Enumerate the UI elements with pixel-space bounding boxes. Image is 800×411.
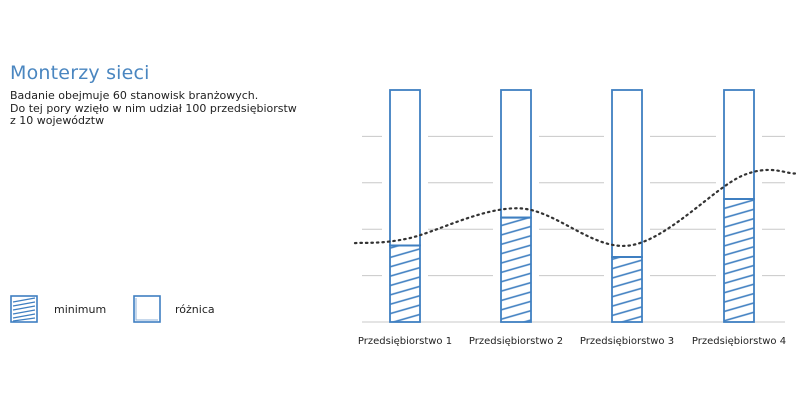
x-tick-label: Przedsiębiorstwo 3 xyxy=(580,336,674,347)
x-tick-label: Przedsiębiorstwo 4 xyxy=(692,336,786,347)
chart-title: Monterzy sieci xyxy=(10,62,150,84)
bar-roznica xyxy=(611,89,643,258)
bar-minimum xyxy=(723,198,755,323)
bar-minimum xyxy=(611,256,643,323)
legend-swatch-roznica xyxy=(133,295,161,323)
bar-roznica xyxy=(500,89,532,219)
bar-minimum xyxy=(500,216,532,323)
bar-roznica xyxy=(389,89,421,247)
x-tick-label: Przedsiębiorstwo 2 xyxy=(469,336,563,347)
legend-item-minimum: minimum xyxy=(10,294,106,324)
description-line: Badanie obejmuje 60 stanowisk branżowych… xyxy=(10,89,259,102)
x-tick-label: Przedsiębiorstwo 1 xyxy=(358,336,452,347)
bar-roznica xyxy=(723,89,755,200)
bar-minimum xyxy=(389,244,421,323)
legend-swatch-minimum xyxy=(10,295,38,323)
legend-label-minimum: minimum xyxy=(54,302,107,316)
description-line: z 10 województw xyxy=(10,114,105,127)
legend-item-roznica: różnica xyxy=(133,294,215,324)
trend-line xyxy=(353,168,797,247)
legend-label-roznica: różnica xyxy=(175,302,215,316)
chart-description: Badanie obejmuje 60 stanowisk branżowych… xyxy=(10,89,340,128)
description-line: Do tej pory wzięło w nim udział 100 prze… xyxy=(10,101,297,115)
